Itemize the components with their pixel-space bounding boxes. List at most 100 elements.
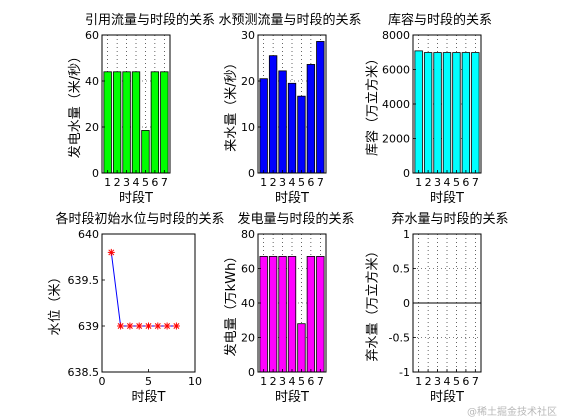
bar	[150, 71, 160, 174]
x-tick-label: 6	[307, 375, 314, 388]
x-tick-label: 10	[188, 375, 202, 388]
x-tick-label: 2	[270, 176, 277, 189]
marker-stroke	[126, 323, 133, 329]
x-tick-label: 2	[425, 375, 432, 388]
x-tick-label: 4	[289, 375, 296, 388]
y-axis-label: 发电水量（米/秒）	[67, 50, 83, 158]
y-tick-label: 1	[403, 228, 410, 241]
subplot-3: 1 2 3 4 5 6 7 0 2000 4000 6000 8000 时段T 库容（万立方米） 库容与时段…	[365, 12, 492, 206]
bar	[433, 52, 442, 174]
marker-stroke	[154, 323, 161, 329]
y-tick-label: 20	[85, 121, 99, 134]
y-axis-label: 水位（米）	[48, 270, 63, 335]
bar	[268, 256, 278, 373]
bar	[471, 52, 480, 174]
x-tick-label: 6	[307, 176, 314, 189]
x-tick-label: 5	[453, 375, 460, 388]
x-tick-label: 6	[151, 176, 158, 189]
bar	[316, 41, 325, 174]
y-tick-label: 60	[85, 29, 99, 42]
data-point	[126, 322, 134, 330]
axes-box	[412, 233, 482, 373]
x-tick-label: 1	[104, 176, 111, 189]
subplot-1: 1 2 3 4 5 6 7 0 20 40 60 时段T 发电水量（米/秒） 引用流量与时段的关系	[67, 12, 215, 206]
x-axis-label: 时段T	[119, 191, 153, 206]
y-tick-label: 40	[85, 75, 99, 88]
subplot-2: 1 2 3 4 5 6 7 0 10 20 30 时段T 来水量（米/秒） 水预测流量与时段的关系	[218, 12, 361, 206]
y-tick-label: 640	[78, 228, 99, 241]
marker-stroke	[145, 323, 152, 329]
chart-title: 发电量与时段的关系	[237, 211, 354, 227]
subplot-4: 0 5 10 638.5 639 639.5 640 时段T 水位（米） 各时段初始水位与时段的关…	[48, 211, 225, 405]
chart-title: 引用流量与时段的关系	[85, 12, 215, 28]
bar	[278, 70, 287, 174]
x-tick-label: 1	[260, 176, 267, 189]
watermark: @稀土掘金技术社区	[467, 407, 557, 418]
axes-box	[101, 233, 196, 373]
x-tick-label: 2	[425, 176, 432, 189]
bar	[268, 55, 278, 174]
x-tick-label: 7	[161, 176, 168, 189]
data-point	[107, 248, 115, 256]
x-tick-label: 1	[415, 375, 422, 388]
data-point	[172, 322, 180, 330]
x-tick-label: 4	[444, 375, 451, 388]
y-tick-label: 0.5	[393, 263, 411, 276]
data-point	[154, 322, 162, 330]
axes-box	[101, 34, 171, 174]
x-tick-label: 5	[453, 176, 460, 189]
y-tick-label: 30	[241, 29, 255, 42]
x-tick-label: 7	[317, 176, 324, 189]
y-tick-label: 60	[241, 263, 255, 276]
bar	[442, 52, 452, 174]
x-axis-label: 时段T	[430, 191, 464, 206]
bar	[423, 52, 433, 174]
axes-background	[102, 234, 195, 372]
marker-stroke	[117, 323, 124, 329]
x-axis-label: 时段T	[132, 390, 166, 405]
axes-box	[257, 34, 327, 174]
x-tick-label: 7	[472, 176, 479, 189]
x-tick-label: 4	[444, 176, 451, 189]
y-tick-label: 20	[241, 332, 255, 345]
y-axis-label: 库容（万立方米）	[365, 52, 381, 156]
y-tick-label: 2000	[382, 133, 410, 146]
bar	[287, 256, 297, 373]
data-point	[163, 322, 171, 330]
x-tick-label: 3	[279, 375, 286, 388]
bar	[306, 256, 316, 373]
y-tick-label: 10	[241, 121, 255, 134]
x-tick-label: 3	[434, 375, 441, 388]
x-tick-label: 1	[260, 375, 267, 388]
data-point	[135, 322, 143, 330]
x-tick-label: 6	[462, 176, 469, 189]
y-tick-label: 0	[248, 167, 255, 180]
x-tick-label: 7	[317, 375, 324, 388]
x-tick-label: 4	[133, 176, 140, 189]
y-tick-label: -0.5	[389, 332, 410, 345]
marker-stroke	[164, 323, 171, 329]
x-tick-label: 6	[462, 375, 469, 388]
y-tick-label: 20	[241, 75, 255, 88]
y-tick-label: 0	[92, 167, 99, 180]
axes-box	[412, 34, 482, 174]
y-tick-label: 4000	[382, 98, 410, 111]
y-axis-label: 弃水量（万立方米）	[365, 244, 381, 361]
y-axis-label: 来水量（米/秒）	[224, 56, 239, 151]
bar	[278, 256, 287, 373]
chart-title: 各时段初始水位与时段的关系	[55, 211, 224, 227]
y-tick-label: 80	[241, 228, 255, 241]
bar	[160, 71, 169, 174]
x-tick-label: 2	[270, 375, 277, 388]
y-tick-label: 639	[78, 320, 99, 333]
x-axis-label: 时段T	[275, 390, 309, 405]
chart-title: 库容与时段的关系	[388, 12, 492, 28]
x-tick-label: 3	[123, 176, 130, 189]
x-tick-label: 3	[279, 176, 286, 189]
chart-title: 水预测流量与时段的关系	[218, 12, 361, 28]
x-tick-label: 1	[415, 176, 422, 189]
x-tick-label: 5	[142, 176, 149, 189]
bar	[122, 71, 131, 174]
